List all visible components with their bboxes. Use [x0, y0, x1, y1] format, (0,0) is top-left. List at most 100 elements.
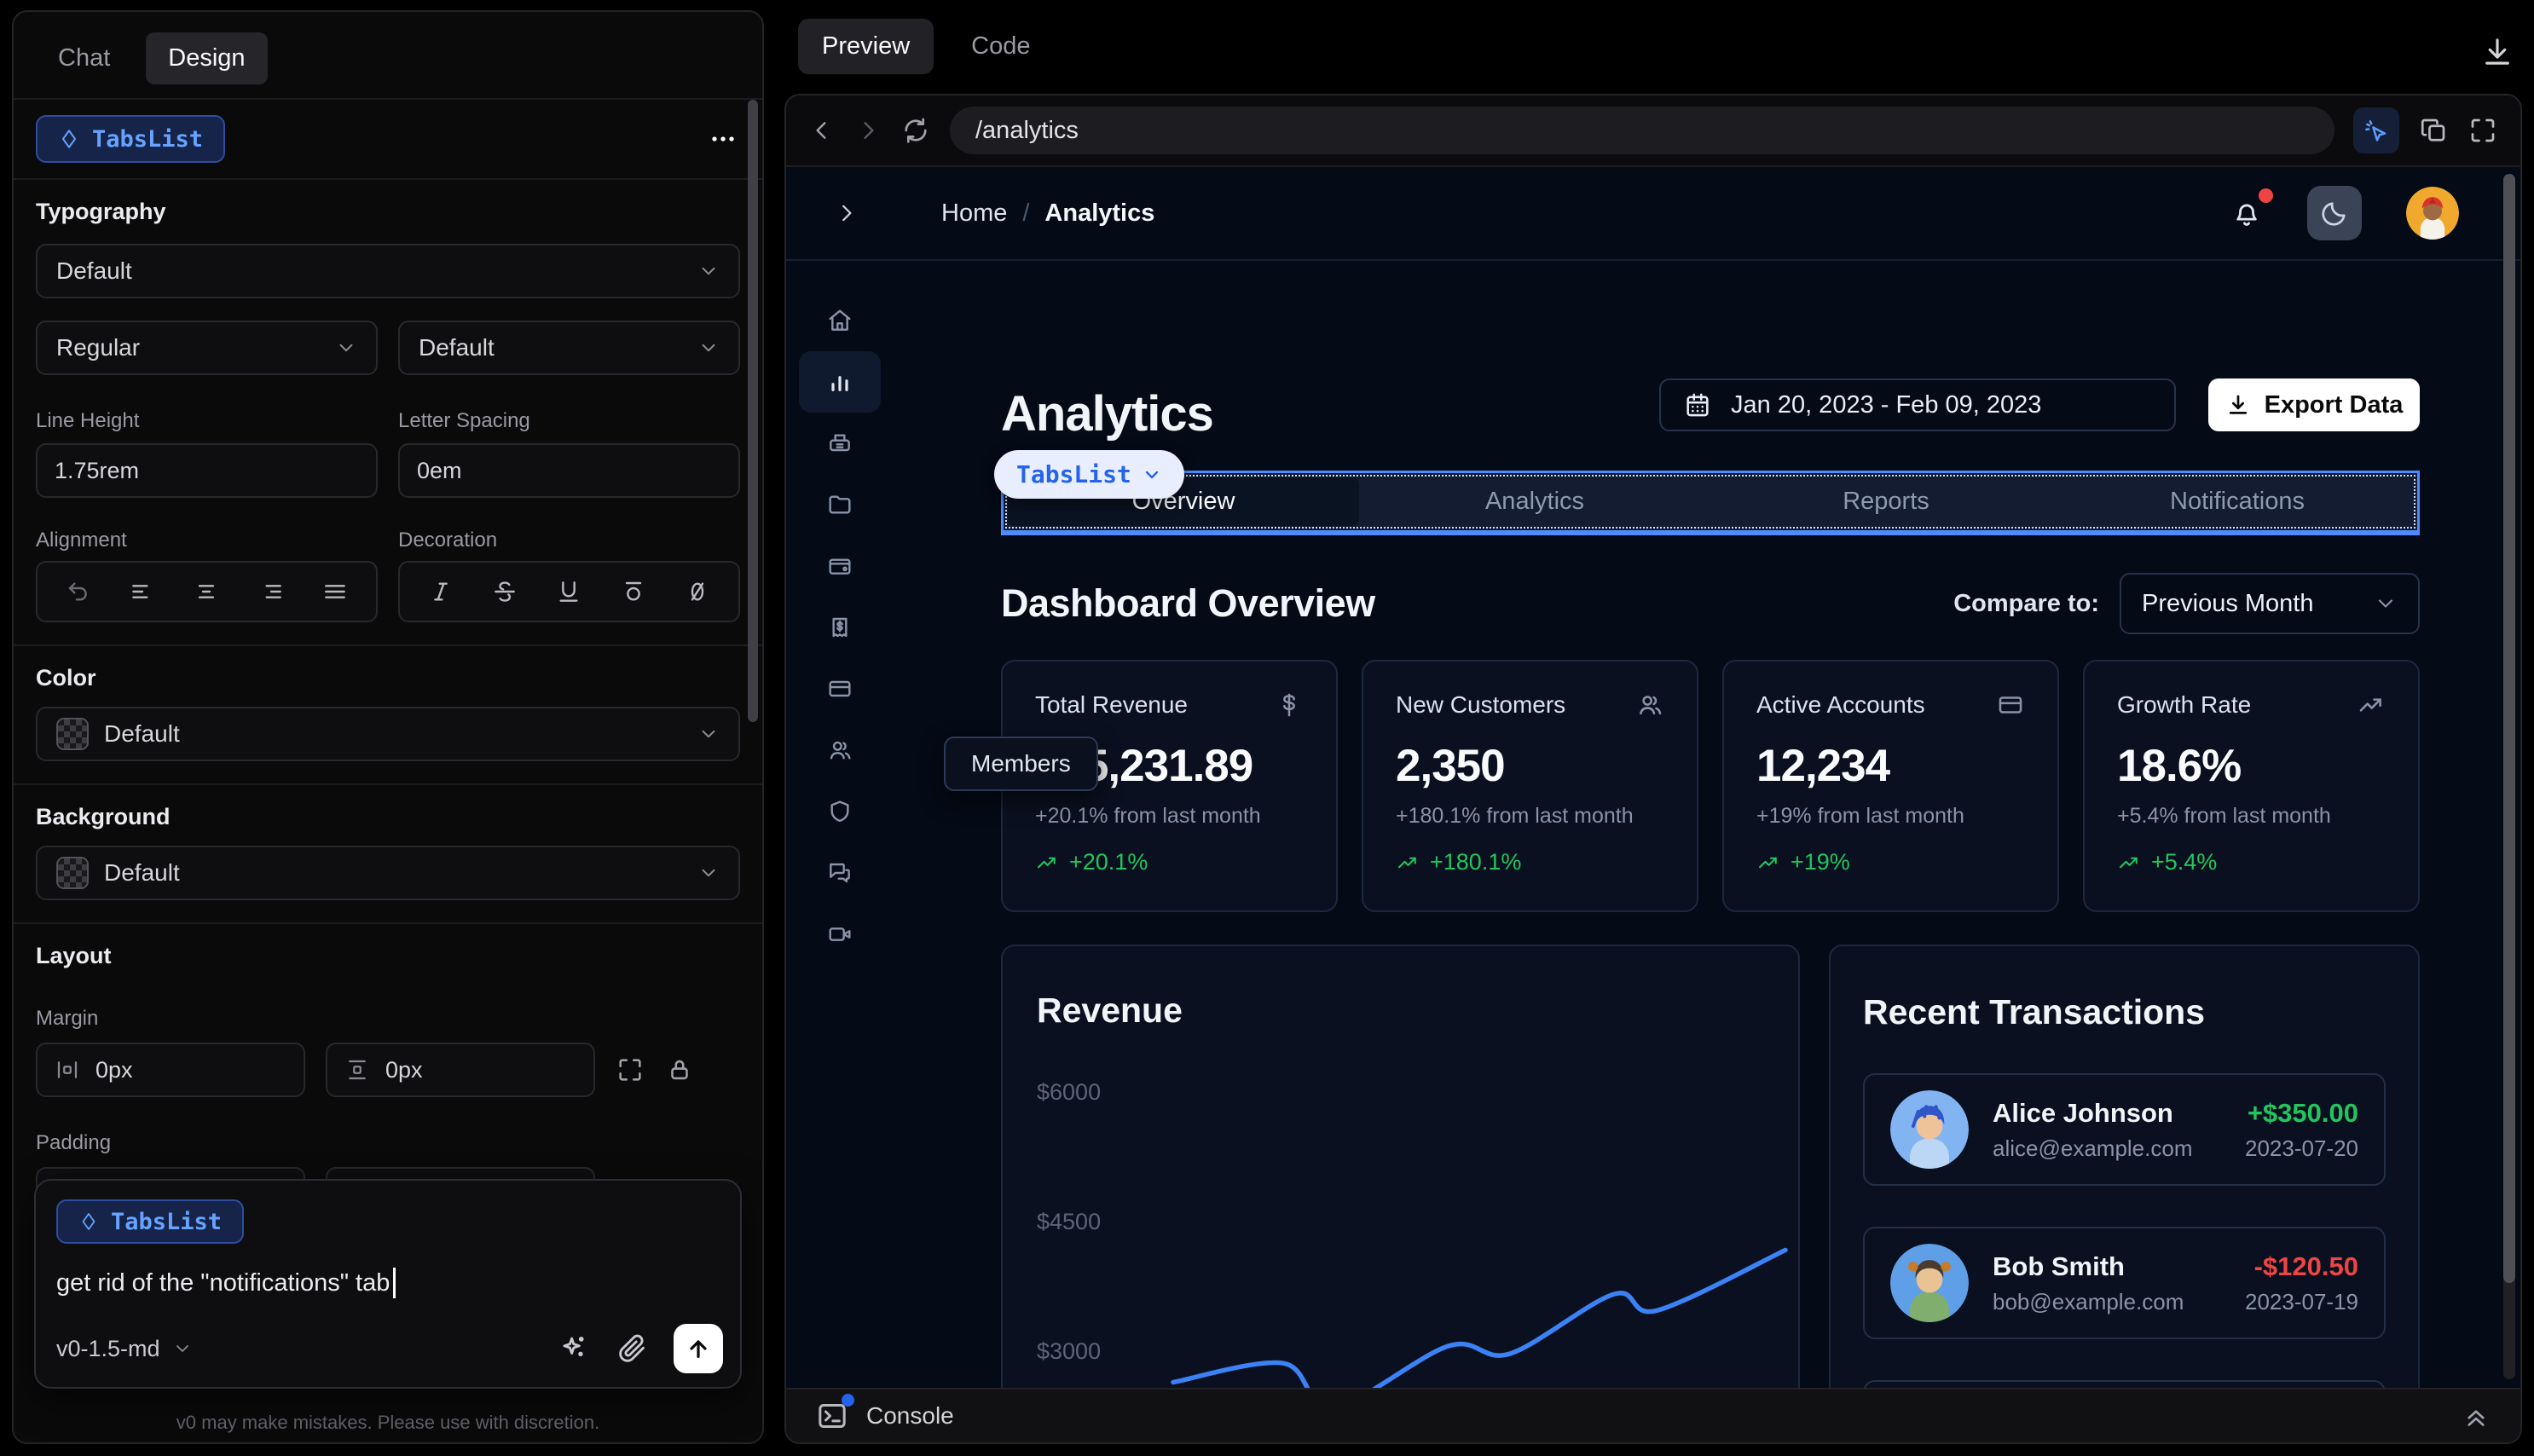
back-icon[interactable] [808, 117, 836, 144]
transaction-row[interactable]: Alice Johnson alice@example.com +$350.00… [1863, 1073, 2386, 1186]
no-decoration-icon[interactable] [684, 578, 711, 605]
tab-analytics[interactable]: Analytics [1484, 488, 1585, 515]
refresh-icon[interactable] [900, 115, 931, 146]
selected-component-chip[interactable]: TabsList [36, 115, 226, 163]
rail-item-files[interactable] [799, 474, 881, 535]
transaction-row[interactable]: Bob Smith bob@example.com -$120.50 2023-… [1863, 1227, 2386, 1339]
strikethrough-icon[interactable] [491, 578, 518, 605]
background-section: Background Default [14, 785, 762, 922]
diamond-icon [82, 1213, 95, 1230]
margin-expand-button[interactable] [616, 1055, 645, 1084]
tab-code[interactable]: Code [971, 32, 1031, 60]
rail-item-home[interactable] [799, 290, 881, 351]
rail-item-security[interactable] [799, 781, 881, 842]
rail-item-messages[interactable] [799, 842, 881, 904]
color-swatch [56, 718, 89, 750]
composer-context-chip[interactable]: TabsList [56, 1199, 245, 1244]
composer-message[interactable]: get rid of the "notifications" tab [56, 1268, 391, 1297]
breadcrumb-separator: / [1022, 199, 1030, 227]
model-value: v0-1.5-md [56, 1335, 160, 1361]
sparkles-icon[interactable] [558, 1332, 590, 1365]
align-left-icon[interactable] [129, 578, 156, 605]
underline-icon[interactable] [555, 578, 582, 605]
notification-dot [2259, 188, 2273, 203]
rail-item-wallet[interactable] [799, 535, 881, 597]
margin-y-input[interactable]: 0px [326, 1043, 595, 1097]
margin-x-input[interactable]: 0px [36, 1043, 305, 1097]
color-select[interactable]: Default [36, 707, 740, 761]
align-right-icon[interactable] [257, 578, 285, 605]
tab-reports[interactable]: Reports [1843, 488, 1929, 515]
sidebar-mode-tabs: Chat Design [14, 12, 762, 98]
scrollbar-thumb[interactable] [2503, 174, 2515, 1283]
background-select[interactable]: Default [36, 846, 740, 900]
align-center-icon[interactable] [193, 578, 220, 605]
undo-icon[interactable] [65, 578, 92, 605]
breadcrumb-home[interactable]: Home [941, 199, 1008, 227]
user-avatar[interactable] [2406, 187, 2459, 240]
page-title: Analytics [1001, 386, 1214, 442]
rail-item-analytics[interactable] [799, 351, 881, 413]
color-section: Color Default [14, 646, 762, 783]
chat-composer[interactable]: TabsList get rid of the "notifications" … [34, 1179, 742, 1389]
stat-card-new-customers[interactable]: New Customers 2,350 +180.1% from last mo… [1362, 660, 1698, 912]
moon-icon [2322, 202, 2346, 226]
lock-icon [671, 1060, 688, 1080]
rail-item-cards[interactable] [799, 658, 881, 719]
line-height-label: Line Height [36, 409, 140, 432]
calendar-icon [1686, 393, 1709, 417]
y-tick-label: $4500 [1037, 1209, 1102, 1234]
notifications-bell-button[interactable] [2230, 188, 2273, 229]
stat-card-active-accounts[interactable]: Active Accounts 12,234 +19% from last mo… [1722, 660, 2059, 912]
paperclip-icon[interactable] [616, 1332, 648, 1365]
sidebar-toggle-icon[interactable] [834, 200, 859, 226]
fullscreen-icon[interactable] [2467, 115, 2498, 146]
rail-item-video[interactable] [799, 904, 881, 965]
compare-select[interactable]: Previous Month [2120, 573, 2420, 634]
inspect-cursor-button[interactable] [2353, 107, 2399, 153]
design-sidebar: Chat Design TabsList Typography Default … [12, 10, 764, 1444]
model-select[interactable]: v0-1.5-md [56, 1336, 193, 1362]
disclaimer: v0 may make mistakes. Please use with di… [176, 1412, 600, 1433]
chevrons-up-icon[interactable] [2461, 1401, 2491, 1431]
copy-icon[interactable] [2418, 115, 2449, 146]
rail-item-invoices[interactable] [799, 597, 881, 658]
margin-x-value: 0px [95, 1056, 133, 1083]
line-height-value: 1.75rem [55, 457, 140, 483]
console-bar[interactable]: Console [786, 1388, 2520, 1442]
rail-item-members[interactable] [799, 719, 881, 781]
download-button[interactable] [2479, 34, 2515, 70]
export-data-button[interactable]: Export Data [2208, 378, 2420, 431]
rail-item-documents[interactable] [799, 413, 881, 474]
letter-spacing-input[interactable]: 0em [398, 443, 740, 498]
alignment-label: Alignment [36, 529, 127, 552]
font-size-select[interactable]: Default [398, 321, 740, 375]
sidebar-scrollbar[interactable] [748, 100, 758, 722]
overline-icon[interactable] [620, 578, 647, 605]
app-scrollbar[interactable] [2503, 174, 2515, 1379]
transaction-date: 2023-07-19 [2245, 1288, 2358, 1314]
chevron-down-icon [702, 267, 715, 275]
send-button[interactable] [674, 1324, 723, 1373]
theme-toggle-button[interactable] [2307, 186, 2362, 240]
stat-card-growth-rate[interactable]: Growth Rate 18.6% +5.4% from last month … [2083, 660, 2420, 912]
more-options-icon[interactable] [706, 122, 740, 156]
color-title: Color [36, 665, 96, 690]
url-input[interactable]: /analytics [950, 107, 2334, 154]
divider [14, 98, 762, 100]
align-justify-icon[interactable] [321, 578, 349, 605]
dollar-sign-icon [1283, 693, 1295, 717]
font-weight-select[interactable]: Regular [36, 321, 378, 375]
date-range-picker[interactable]: Jan 20, 2023 - Feb 09, 2023 [1659, 378, 2176, 431]
tab-preview[interactable]: Preview [798, 19, 934, 74]
line-height-input[interactable]: 1.75rem [36, 443, 378, 498]
fax-icon [830, 434, 850, 452]
font-family-select[interactable]: Default [36, 244, 740, 298]
selection-overlay-chip[interactable]: TabsList [994, 450, 1184, 499]
italic-icon[interactable] [427, 578, 454, 605]
margin-lock-button[interactable] [665, 1055, 694, 1084]
forward-icon[interactable] [854, 117, 882, 144]
tab-notifications[interactable]: Notifications [2170, 488, 2305, 515]
tab-chat[interactable]: Chat [58, 44, 111, 72]
tab-design[interactable]: Design [146, 32, 268, 84]
